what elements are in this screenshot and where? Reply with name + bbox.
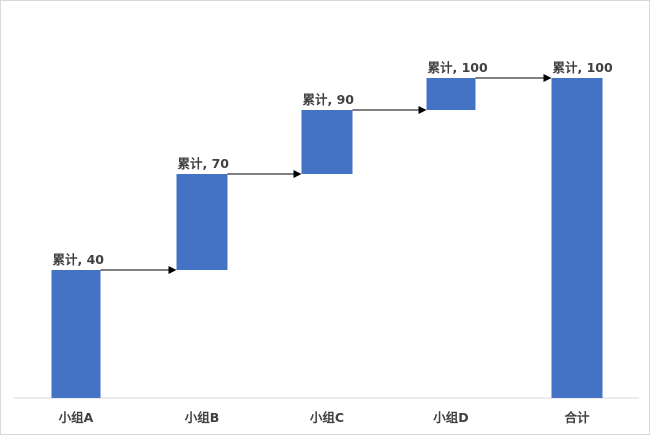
bar-3 [301, 110, 353, 174]
data-label-3: 累计, 90 [303, 92, 355, 107]
x-tick-label-4: 小组D [432, 410, 468, 425]
connector-arrows [100, 74, 552, 274]
x-tick-label-2: 小组B [184, 410, 220, 425]
bar-1 [51, 270, 101, 398]
data-label-4: 累计, 100 [428, 60, 488, 75]
bar-4 [426, 78, 476, 110]
bar-2 [176, 174, 228, 270]
x-tick-label-3: 小组C [309, 410, 344, 425]
x-tick-label-5: 合计 [564, 410, 590, 425]
data-labels: 累计, 40 累计, 70 累计, 90 累计, 100 累计, 100 [53, 60, 613, 267]
data-label-1: 累计, 40 [53, 252, 105, 267]
bars-group [51, 78, 603, 398]
x-tick-label-1: 小组A [58, 410, 94, 425]
x-tick-labels: 小组A 小组B 小组C 小组D 合计 [58, 410, 590, 425]
data-label-2: 累计, 70 [178, 156, 230, 171]
bar-5 [551, 78, 603, 398]
data-label-5: 累计, 100 [553, 60, 613, 75]
